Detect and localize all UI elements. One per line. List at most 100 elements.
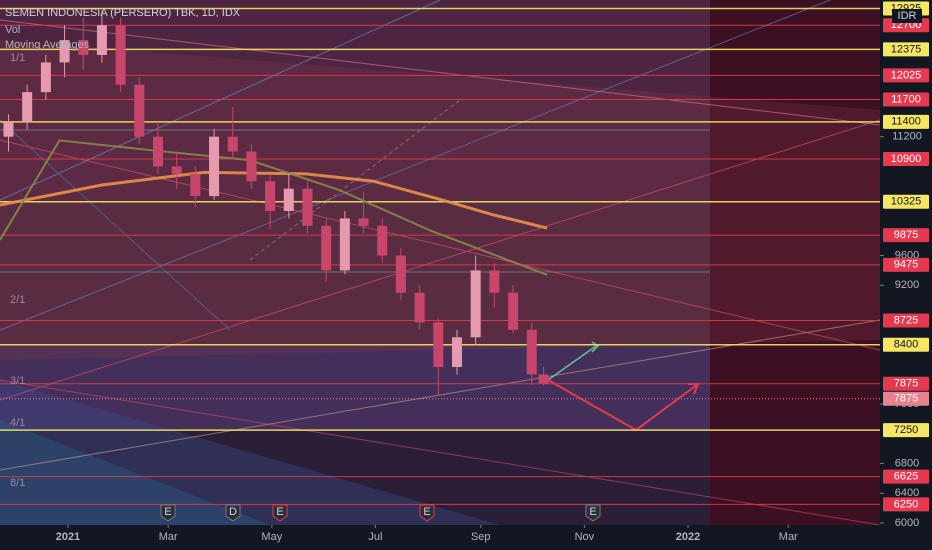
candle-body bbox=[395, 255, 406, 293]
level-label: 12375 bbox=[891, 43, 922, 55]
event-label: E bbox=[276, 506, 283, 518]
time-axis bbox=[0, 525, 880, 550]
candle-body bbox=[470, 270, 481, 338]
level-label: 8725 bbox=[894, 314, 918, 326]
level-label-box bbox=[883, 68, 929, 83]
fan-label: 1/1 bbox=[10, 52, 25, 64]
level-label-box bbox=[883, 257, 929, 272]
x-tick-label: May bbox=[261, 531, 282, 543]
level-label-box bbox=[883, 92, 929, 107]
levels bbox=[0, 7, 880, 505]
x-tick-label: Jul bbox=[368, 531, 382, 543]
candle-body bbox=[377, 225, 388, 256]
candle-body bbox=[115, 25, 126, 85]
level-label: 7875 bbox=[894, 378, 918, 390]
level-label-box bbox=[883, 497, 929, 512]
currency: IDR bbox=[898, 10, 917, 22]
event-marker[interactable] bbox=[419, 504, 435, 522]
level-label: 10900 bbox=[891, 153, 922, 165]
candle-body bbox=[40, 62, 51, 93]
candle-body bbox=[526, 329, 537, 375]
candle-body bbox=[209, 136, 220, 197]
x-tick-label: Nov bbox=[575, 531, 595, 543]
level-label: 9875 bbox=[894, 229, 918, 241]
candle-body bbox=[508, 292, 519, 330]
level-label-box bbox=[883, 228, 929, 243]
event-marker[interactable] bbox=[585, 504, 601, 522]
level-label: 12025 bbox=[891, 69, 922, 81]
candle-body bbox=[489, 270, 500, 293]
last-price-box bbox=[883, 391, 929, 406]
candle-body bbox=[265, 181, 276, 211]
legend-item[interactable]: Moving Averages bbox=[5, 39, 90, 51]
candle-body bbox=[152, 136, 163, 167]
candle-body bbox=[538, 374, 549, 384]
level-label: 11700 bbox=[891, 93, 921, 105]
level-label: 10325 bbox=[891, 196, 922, 208]
fan-label: 8/1 bbox=[10, 477, 25, 489]
candle-body bbox=[22, 92, 33, 122]
fan-label: 3/1 bbox=[10, 375, 25, 387]
candle-body bbox=[283, 188, 294, 211]
level-label: 11400 bbox=[891, 116, 921, 128]
x-tick-label: Mar bbox=[779, 531, 798, 543]
candle-body bbox=[339, 218, 350, 271]
plot bbox=[0, 10, 549, 396]
level-label-box bbox=[883, 194, 929, 209]
candle-body bbox=[78, 40, 89, 55]
candle-body bbox=[414, 292, 425, 323]
candle-body bbox=[134, 84, 145, 137]
event-label: E bbox=[423, 506, 430, 518]
level-label-box bbox=[883, 423, 929, 438]
candle-body bbox=[451, 337, 462, 367]
last-price-label: 7875 bbox=[894, 393, 918, 405]
legend-item[interactable]: Vol bbox=[5, 24, 20, 36]
background bbox=[0, 0, 880, 525]
level-label-box bbox=[883, 337, 929, 352]
fan-label: 4/1 bbox=[10, 417, 25, 429]
event-marker[interactable] bbox=[225, 504, 241, 522]
candle-body bbox=[59, 40, 70, 63]
candle-body bbox=[321, 225, 332, 271]
candle-body bbox=[246, 151, 257, 182]
currency-box bbox=[892, 9, 922, 23]
candle-body bbox=[227, 136, 238, 152]
event-label: D bbox=[229, 506, 237, 518]
event-marker[interactable] bbox=[160, 504, 176, 522]
x-tick-label: 2021 bbox=[56, 531, 80, 543]
candle-body bbox=[358, 218, 369, 226]
candle-body bbox=[96, 25, 107, 55]
level-label-box bbox=[883, 469, 929, 484]
x-tick-label: Sep bbox=[471, 531, 491, 543]
level-label-box bbox=[883, 376, 929, 391]
level-label: 8400 bbox=[894, 339, 918, 351]
x-tick-label: 2022 bbox=[676, 531, 700, 543]
level-label-box bbox=[883, 114, 929, 129]
event-marker[interactable] bbox=[272, 504, 288, 522]
level-label: 9475 bbox=[894, 259, 918, 271]
fan-label: 2/1 bbox=[10, 294, 25, 306]
candle-body bbox=[190, 173, 201, 197]
price-axis bbox=[880, 0, 932, 550]
y-tick-label: 11200 bbox=[892, 131, 922, 143]
chart-title: SEMEN INDONESIA (PERSERO) TBK, 1D, IDX bbox=[5, 7, 241, 19]
axes: 1120096009200760068006400600012925127001… bbox=[56, 1, 929, 543]
level-label: 7250 bbox=[894, 424, 918, 436]
level-label-box bbox=[883, 313, 929, 328]
level-label: 6250 bbox=[894, 498, 918, 510]
y-tick-label: 6400 bbox=[895, 487, 919, 499]
event-label: E bbox=[164, 506, 171, 518]
event-label: E bbox=[589, 506, 596, 518]
y-tick-label: 6000 bbox=[895, 517, 919, 529]
candle-body bbox=[3, 121, 14, 137]
level-label: 6625 bbox=[894, 470, 918, 482]
y-tick-label: 6800 bbox=[895, 457, 919, 469]
y-tick-label: 9200 bbox=[895, 279, 919, 291]
level-label-box bbox=[883, 42, 929, 57]
candle-body bbox=[302, 188, 313, 226]
candle-body bbox=[171, 166, 182, 174]
candle-body bbox=[433, 322, 444, 367]
level-label-box bbox=[883, 151, 929, 166]
